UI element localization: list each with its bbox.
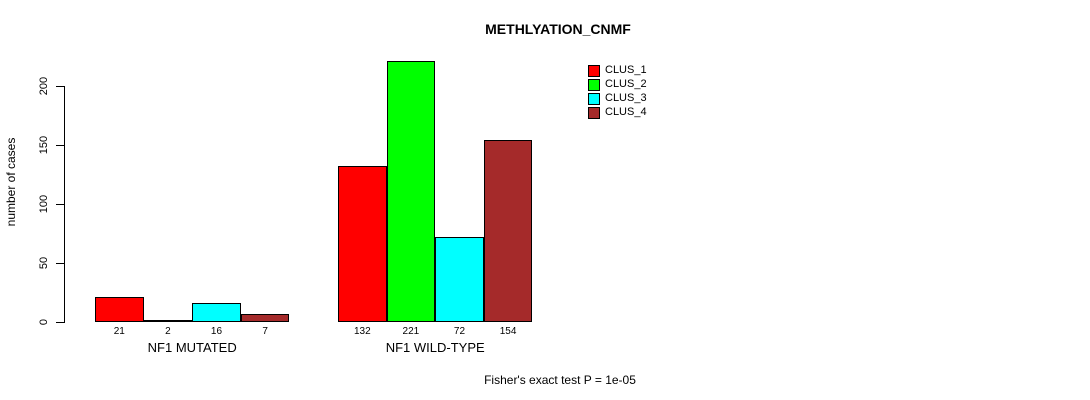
- legend-swatch-clus_3: [588, 93, 600, 105]
- legend-label-clus_4: CLUS_4: [605, 106, 647, 118]
- bar-value-label: 21: [113, 326, 125, 337]
- bar-value-label: 154: [499, 326, 517, 337]
- bar-clus_1-group2: [338, 166, 387, 322]
- bar-clus_1-group1: [95, 297, 144, 322]
- y-tick-label: 100: [38, 194, 50, 214]
- bar-value-label: 132: [353, 326, 371, 337]
- bar-clus_4-group2: [483, 140, 533, 322]
- y-axis-label: number of cases: [4, 137, 18, 227]
- y-tick-label: 150: [38, 135, 50, 155]
- bar-clus_3-group1: [192, 303, 241, 322]
- bar-value-label: 2: [165, 326, 171, 337]
- y-tick-mark: [56, 262, 64, 264]
- y-tick-label: 50: [38, 256, 50, 270]
- bar-value-label: 72: [453, 326, 466, 337]
- x-category-label: NF1 WILD-TYPE: [385, 340, 485, 355]
- y-axis-line: [64, 86, 65, 323]
- legend-label-clus_2: CLUS_2: [605, 78, 647, 90]
- bar-value-label: 221: [402, 326, 420, 337]
- bar-clus_3-group2: [435, 237, 484, 322]
- chart-title: METHLYATION_CNMF: [485, 21, 631, 37]
- y-tick-mark: [56, 321, 64, 323]
- bar-clus_2-group2: [386, 61, 436, 322]
- y-tick-label: 200: [38, 76, 50, 96]
- bar-value-label: 7: [262, 326, 268, 337]
- annotation-text: Fisher's exact test P = 1e-05: [484, 373, 636, 387]
- legend-label-clus_1: CLUS_1: [605, 64, 647, 76]
- y-tick-mark: [56, 144, 64, 146]
- y-tick-mark: [56, 85, 64, 87]
- bar-clus_4-group1: [240, 314, 290, 322]
- legend-label-clus_3: CLUS_3: [605, 92, 647, 104]
- legend-swatch-clus_1: [588, 65, 600, 77]
- bar-clus_2-group1: [143, 320, 193, 322]
- y-tick-mark: [56, 203, 64, 205]
- legend-swatch-clus_4: [588, 107, 600, 119]
- legend-swatch-clus_2: [588, 79, 600, 91]
- y-tick-label: 0: [38, 318, 50, 326]
- x-category-label: NF1 MUTATED: [147, 340, 237, 355]
- bar-value-label: 16: [210, 326, 223, 337]
